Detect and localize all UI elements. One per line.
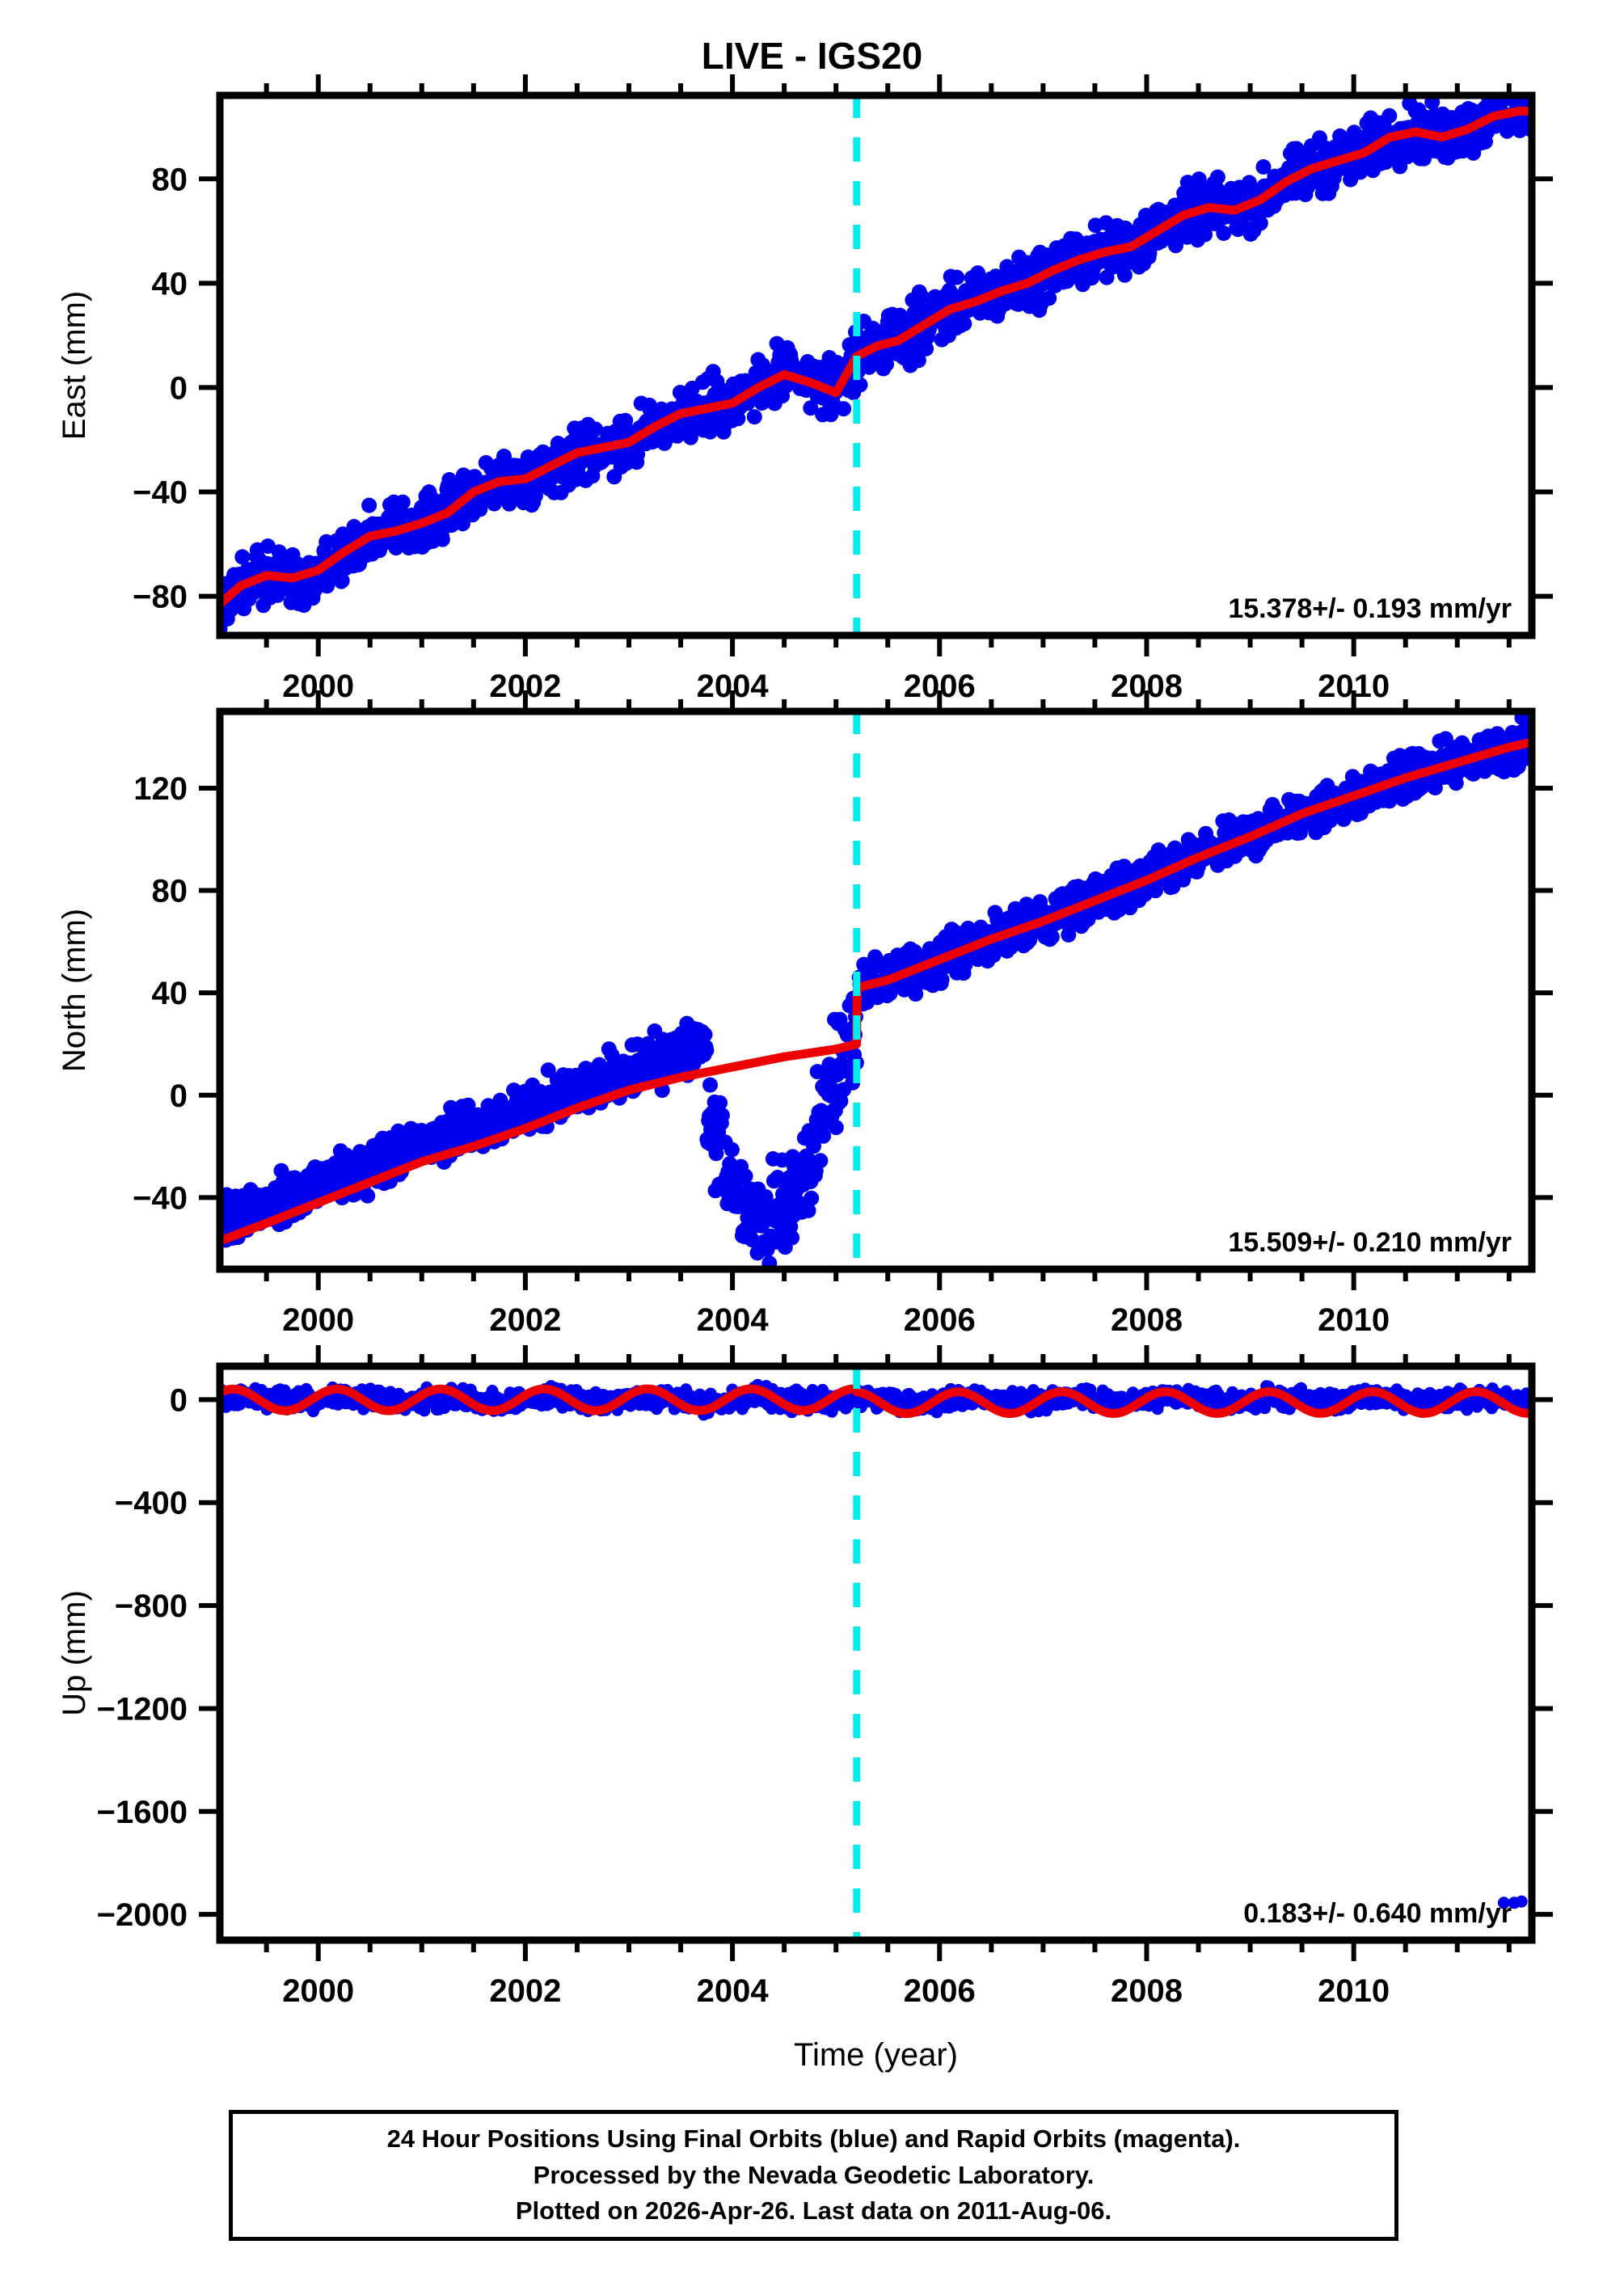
x-tick-label: 2006 [904,1973,976,2009]
y-axis-title: North (mm) [57,909,92,1072]
y-tick-label: 0 [170,1078,188,1114]
series-layer [220,1378,1532,1909]
y-tick-label: −400 [115,1486,188,1521]
x-tick-label: 2008 [1111,1973,1183,2009]
y-tick-label: −40 [133,1180,188,1216]
y-tick-label: −40 [133,475,188,511]
y-tick-label: −2000 [97,1897,188,1933]
x-tick-label: 2000 [282,1302,354,1338]
axis-frame [216,1362,1536,1944]
y-tick-label: −80 [133,580,188,615]
figure-caption: 24 Hour Positions Using Final Orbits (bl… [229,2110,1398,2241]
plot-area [220,1366,1532,1940]
x-tick-label: 2004 [697,1302,770,1338]
model-fit-line [220,106,1532,609]
axis-frame [216,707,1536,1273]
data-points-series [220,95,1532,635]
model-fit-line [220,737,1532,1246]
x-axis-title: Time (year) [794,2037,958,2073]
rate-annotation: 0.183+/- 0.640 mm/yr [1243,1898,1512,1929]
caption-line-3: Plotted on 2026-Apr-26. Last data on 201… [515,2196,1112,2226]
model-fit-line [220,1384,1532,1418]
rate-annotation: 15.378+/- 0.193 mm/yr [1228,593,1512,624]
y-tick-label: −800 [115,1589,188,1624]
x-tick-label: 2004 [697,1973,770,2009]
axis-frame [216,91,1536,639]
x-tick-label: 2002 [489,1973,561,2009]
y-tick-label: 80 [152,162,188,197]
series-layer [220,95,1532,635]
panel-east: 2000 2002 2004 2006 2008 201080400−40−80East … [57,74,1553,704]
y-axis-title: Up (mm) [57,1590,92,1716]
x-tick-label: 2008 [1111,1302,1183,1338]
y-tick-label: 80 [152,874,188,909]
caption-line-1: 24 Hour Positions Using Final Orbits (bl… [386,2124,1241,2153]
y-tick-label: 120 [133,771,188,807]
y-tick-label: −1200 [97,1691,188,1727]
y-tick-label: −1600 [97,1795,188,1830]
caption-line-2: Processed by the Nevada Geodetic Laborat… [533,2160,1095,2189]
y-tick-label: 0 [170,1382,188,1418]
panel-up: 2000 2002 2004 2006 2008 2010 0 −400 −800 −1200 −1… [57,1345,1553,2009]
series-layer [220,711,1532,1269]
x-tick-label: 2000 [282,1973,354,2009]
rate-annotation: 15.509+/- 0.210 mm/yr [1228,1227,1512,1258]
y-tick-label: 0 [170,370,188,406]
x-tick-label: 2010 [1318,1302,1390,1338]
y-tick-label: 40 [152,976,188,1011]
x-tick-label: 2010 [1318,1973,1390,2009]
y-tick-label: 40 [152,266,188,302]
x-tick-label: 2006 [904,1302,976,1338]
page-title: LIVE - IGS20 [701,35,923,77]
panel-north: 2000 2002 2004 2006 2008 2010 120 80 40 0 −40 North… [57,690,1553,1338]
x-tick-label: 2002 [489,1302,561,1338]
y-axis-title: East (mm) [57,291,92,440]
